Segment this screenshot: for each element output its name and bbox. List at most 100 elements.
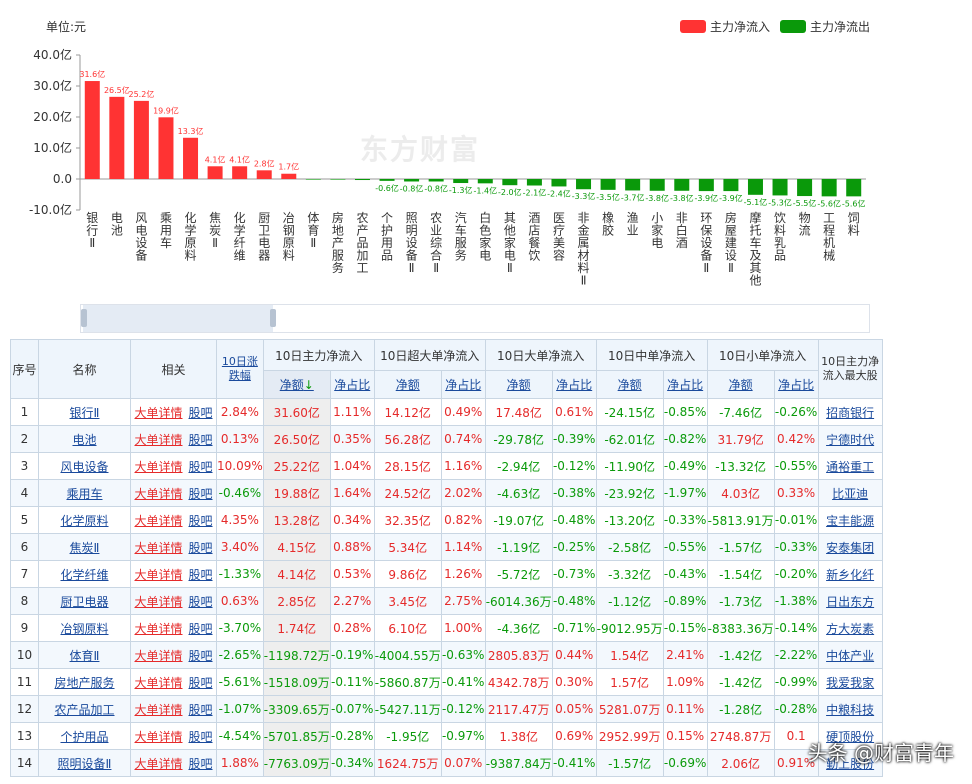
row-big-amt: 2117.47万 xyxy=(484,695,553,723)
stock-link[interactable]: 通裕重工 xyxy=(826,459,875,474)
bar xyxy=(649,179,665,191)
industry-link[interactable]: 银行Ⅱ xyxy=(69,405,100,420)
detail-link[interactable]: 大单详情 xyxy=(134,621,183,636)
data-label: -2.0亿 xyxy=(498,187,522,197)
header-small-amt[interactable]: 净额 xyxy=(706,370,775,399)
guba-link[interactable]: 股吧 xyxy=(188,486,213,501)
industry-link[interactable]: 化学纤维 xyxy=(60,567,109,582)
detail-link[interactable]: 大单详情 xyxy=(134,567,183,582)
header-top: 10日主力净流入最大股 xyxy=(817,339,883,399)
industry-link[interactable]: 农产品加工 xyxy=(54,702,115,717)
industry-link[interactable]: 房地产服务 xyxy=(54,675,115,690)
guba-link[interactable]: 股吧 xyxy=(188,756,213,771)
detail-link[interactable]: 大单详情 xyxy=(134,486,183,501)
legend-outflow[interactable]: 主力净流出 xyxy=(780,18,870,35)
guba-link[interactable]: 股吧 xyxy=(188,459,213,474)
stock-link[interactable]: 日出东方 xyxy=(826,594,875,609)
row-super-amt: 24.52亿 xyxy=(373,479,442,507)
guba-link[interactable]: 股吧 xyxy=(188,405,213,420)
row-super-amt: 9.86亿 xyxy=(373,560,442,588)
guba-link[interactable]: 股吧 xyxy=(188,567,213,582)
unit-label: 单位:元 xyxy=(46,20,87,34)
stock-link[interactable]: 勤上股份 xyxy=(826,756,875,771)
guba-link[interactable]: 股吧 xyxy=(188,540,213,555)
detail-link[interactable]: 大单详情 xyxy=(134,432,183,447)
industry-link[interactable]: 电池 xyxy=(72,432,97,447)
zoom-slider[interactable] xyxy=(80,304,870,333)
header-main-amt[interactable]: 净额↓ xyxy=(262,370,331,399)
detail-link[interactable]: 大单详情 xyxy=(134,459,183,474)
stock-link[interactable]: 比亚迪 xyxy=(832,486,869,501)
industry-link[interactable]: 个护用品 xyxy=(60,729,109,744)
detail-link[interactable]: 大单详情 xyxy=(134,594,183,609)
category-label: 风电设备 xyxy=(135,211,147,263)
stock-link[interactable]: 新乡化纤 xyxy=(826,567,875,582)
bar xyxy=(256,170,272,179)
header-big-amt[interactable]: 净额 xyxy=(484,370,553,399)
zoom-handle-right[interactable] xyxy=(270,309,276,327)
data-label: -1.4亿 xyxy=(473,185,497,195)
detail-link[interactable]: 大单详情 xyxy=(134,648,183,663)
detail-link[interactable]: 大单详情 xyxy=(134,702,183,717)
stock-link[interactable]: 宁德时代 xyxy=(826,432,875,447)
detail-link[interactable]: 大单详情 xyxy=(134,405,183,420)
guba-link[interactable]: 股吧 xyxy=(188,648,213,663)
row-top-stock: 安泰集团 xyxy=(817,533,883,561)
row-mid-amt: 1.57亿 xyxy=(595,668,664,696)
header-super-amt[interactable]: 净额 xyxy=(373,370,442,399)
stock-link[interactable]: 硬顶股份 xyxy=(826,729,875,744)
row-super-pct: 1.14% xyxy=(440,533,486,561)
header-chg[interactable]: 10日涨跌幅 xyxy=(216,339,264,399)
industry-link[interactable]: 化学原料 xyxy=(60,513,109,528)
stock-link[interactable]: 方大炭素 xyxy=(826,621,875,636)
zoom-selection[interactable] xyxy=(83,305,273,332)
industry-link[interactable]: 照明设备Ⅱ xyxy=(57,756,112,771)
data-label: -3.8亿 xyxy=(670,193,694,203)
industry-link[interactable]: 冶钢原料 xyxy=(60,621,109,636)
industry-link[interactable]: 乘用车 xyxy=(66,486,103,501)
stock-link[interactable]: 中体产业 xyxy=(826,648,875,663)
header-super-pct[interactable]: 净占比 xyxy=(440,370,486,399)
zoom-handle-left[interactable] xyxy=(81,309,87,327)
guba-link[interactable]: 股吧 xyxy=(188,594,213,609)
industry-link[interactable]: 焦炭Ⅱ xyxy=(69,540,100,555)
header-mid-amt[interactable]: 净额 xyxy=(595,370,664,399)
header-small-pct[interactable]: 净占比 xyxy=(773,370,819,399)
category-label: 农产品加工 xyxy=(356,211,368,275)
row-super-amt: 56.28亿 xyxy=(373,425,442,453)
row-small-amt: -1.73亿 xyxy=(706,587,775,615)
guba-link[interactable]: 股吧 xyxy=(188,432,213,447)
stock-link[interactable]: 宝丰能源 xyxy=(826,513,875,528)
detail-link[interactable]: 大单详情 xyxy=(134,540,183,555)
detail-link[interactable]: 大单详情 xyxy=(134,675,183,690)
industry-link[interactable]: 体育Ⅱ xyxy=(69,648,100,663)
detail-link[interactable]: 大单详情 xyxy=(134,756,183,771)
detail-link[interactable]: 大单详情 xyxy=(134,513,183,528)
row-small-pct: -0.28% xyxy=(773,695,819,723)
header-main-pct[interactable]: 净占比 xyxy=(329,370,375,399)
data-label: -0.8亿 xyxy=(400,183,424,193)
guba-link[interactable]: 股吧 xyxy=(188,729,213,744)
stock-link[interactable]: 招商银行 xyxy=(826,405,875,420)
stock-link[interactable]: 中粮科技 xyxy=(826,702,875,717)
guba-link[interactable]: 股吧 xyxy=(188,675,213,690)
guba-link[interactable]: 股吧 xyxy=(188,513,213,528)
legend-inflow[interactable]: 主力净流入 xyxy=(680,18,770,35)
industry-link[interactable]: 厨卫电器 xyxy=(60,594,109,609)
header-mid-pct[interactable]: 净占比 xyxy=(662,370,708,399)
row-chg: -2.65% xyxy=(216,641,264,669)
data-label: 26.5亿 xyxy=(104,85,130,95)
header-big-pct[interactable]: 净占比 xyxy=(551,370,597,399)
detail-link[interactable]: 大单详情 xyxy=(134,729,183,744)
row-mid-amt: -11.90亿 xyxy=(595,452,664,480)
row-chg: -3.70% xyxy=(216,614,264,642)
guba-link[interactable]: 股吧 xyxy=(188,702,213,717)
row-seq: 3 xyxy=(10,452,39,480)
guba-link[interactable]: 股吧 xyxy=(188,621,213,636)
row-super-pct: 0.49% xyxy=(440,398,486,426)
category-label: 饮料乳品 xyxy=(774,211,786,263)
row-main-amt: 2.85亿 xyxy=(262,587,331,615)
stock-link[interactable]: 安泰集团 xyxy=(826,540,875,555)
industry-link[interactable]: 风电设备 xyxy=(60,459,109,474)
stock-link[interactable]: 我爱我家 xyxy=(826,675,875,690)
